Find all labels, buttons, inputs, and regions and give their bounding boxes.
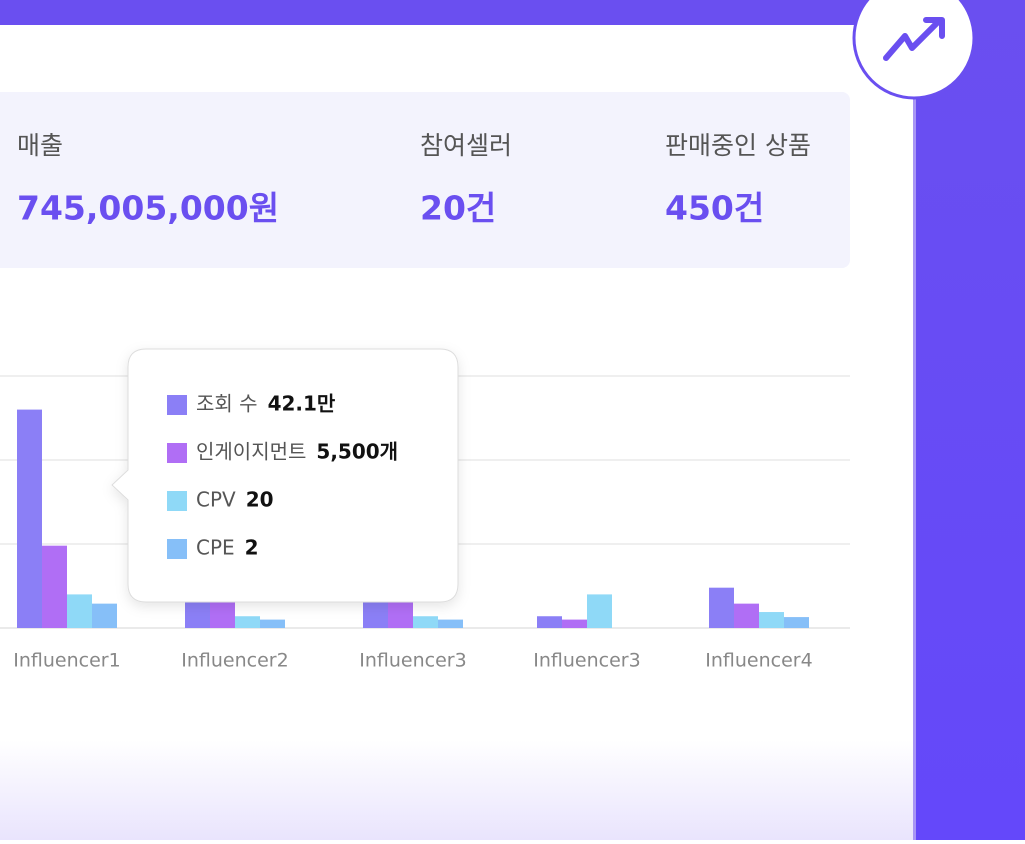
tooltip-box [111, 348, 459, 603]
bar [413, 616, 438, 628]
tooltip-name: 인게이지먼트 [196, 440, 306, 464]
bar [587, 594, 612, 628]
stat-label: 매출 [17, 131, 63, 160]
bar [537, 616, 562, 628]
bar [92, 603, 117, 628]
tooltip-value: 5,500개 [316, 440, 398, 464]
tooltip [111, 348, 459, 603]
bar [260, 619, 285, 628]
bar [438, 619, 463, 628]
tooltip-swatch [167, 395, 187, 415]
bar [562, 619, 587, 628]
bar [759, 612, 784, 628]
card-fade [0, 740, 915, 840]
stat-label: 판매중인 상품 [665, 131, 811, 160]
x-tick-label: Influencer1 [13, 650, 120, 672]
bar [734, 603, 759, 628]
x-tick-label: Influencer3 [533, 650, 640, 672]
stat-value: 745,005,000원 [17, 189, 279, 228]
tooltip-swatch [167, 491, 187, 511]
stat-label: 참여셀러 [420, 131, 512, 160]
x-tick-label: Influencer2 [181, 650, 288, 672]
stat-value: 20건 [420, 189, 496, 228]
x-tick-label: Influencer3 [359, 650, 466, 672]
tooltip-name: 조회 수 [196, 392, 258, 416]
x-tick-label: Influencer4 [705, 650, 812, 672]
bar [67, 594, 92, 628]
bar [235, 616, 260, 628]
card-edge [913, 25, 916, 840]
tooltip-name: CPV [196, 488, 236, 512]
tooltip-name: CPE [196, 536, 235, 560]
tooltip-value: 20 [246, 488, 274, 512]
stats-panel [0, 92, 850, 268]
bar [17, 409, 42, 628]
bar [709, 587, 734, 628]
bar [784, 617, 809, 628]
tooltip-value: 2 [245, 536, 259, 560]
tooltip-swatch [167, 539, 187, 559]
stat-value: 450건 [665, 189, 764, 228]
trend-icon [883, 17, 945, 61]
tooltip-value: 42.1만 [268, 392, 336, 416]
bar [42, 545, 67, 628]
tooltip-swatch [167, 443, 187, 463]
